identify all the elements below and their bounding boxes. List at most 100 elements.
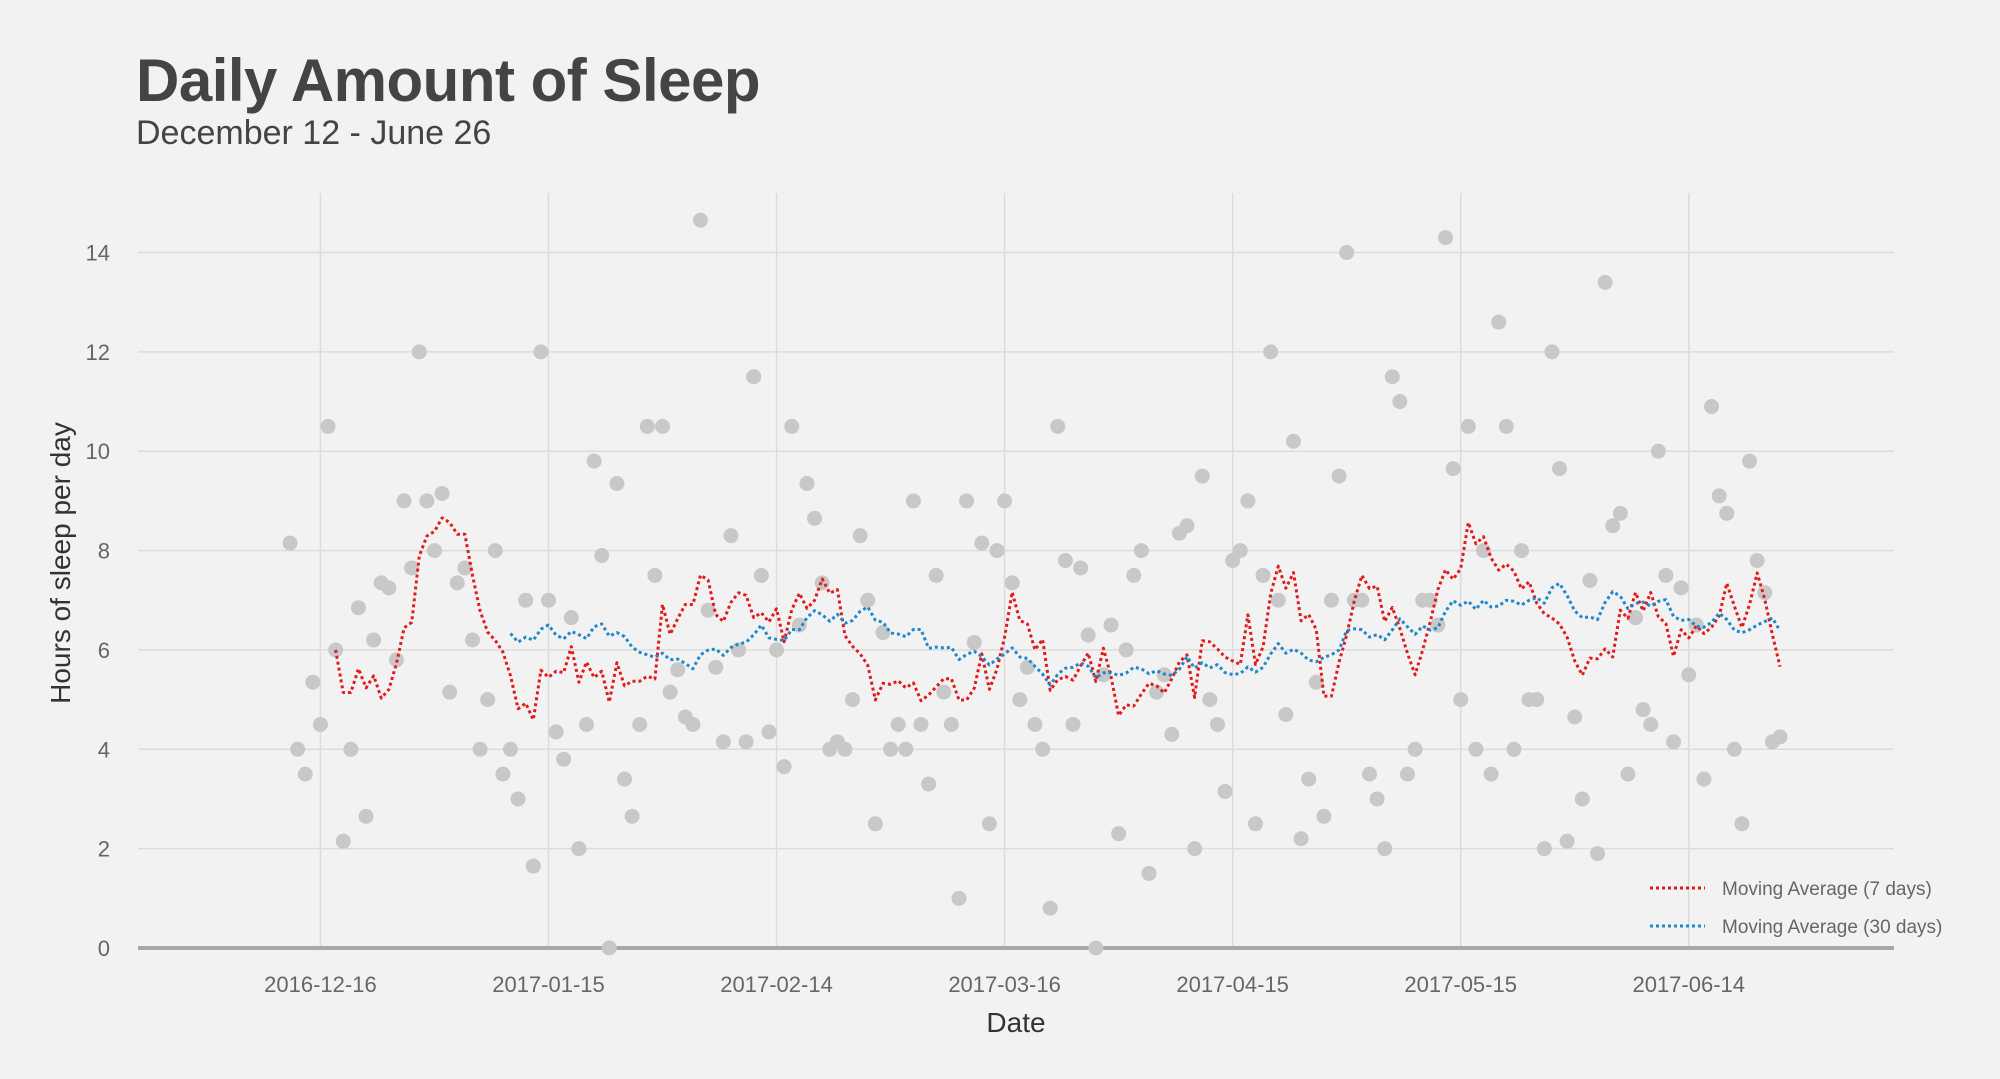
- data-point: [1232, 543, 1248, 559]
- data-point: [647, 567, 663, 583]
- legend-label-7-day: Moving Average (7 days): [1722, 879, 1932, 900]
- y-tick-labels: 0 2 4 6 8 10 12 14: [86, 241, 110, 961]
- data-point: [609, 476, 625, 492]
- data-point: [1719, 505, 1735, 521]
- data-point: [1323, 592, 1339, 608]
- data-point: [290, 741, 306, 757]
- data-point: [875, 625, 891, 641]
- data-point: [1240, 493, 1256, 509]
- data-point: [1270, 592, 1286, 608]
- x-tick-label: 2016-12-16: [264, 972, 377, 997]
- data-point: [563, 610, 579, 626]
- data-point: [1247, 816, 1263, 832]
- data-point: [1681, 667, 1697, 683]
- data-point: [586, 453, 602, 469]
- data-point: [997, 493, 1013, 509]
- data-point: [662, 684, 678, 700]
- y-tick-label: 10: [86, 439, 110, 464]
- data-point: [928, 567, 944, 583]
- data-point: [1772, 729, 1788, 745]
- data-point: [1377, 841, 1393, 857]
- data-point: [579, 716, 595, 732]
- data-point: [1194, 468, 1210, 484]
- data-point: [837, 741, 853, 757]
- data-point: [533, 344, 549, 360]
- data-point: [723, 528, 739, 544]
- data-point: [480, 692, 496, 708]
- data-point: [883, 741, 899, 757]
- data-point: [411, 344, 427, 360]
- data-point: [1019, 659, 1035, 675]
- data-point: [556, 751, 572, 767]
- data-point: [731, 642, 747, 658]
- data-point: [1004, 575, 1020, 591]
- data-point: [1361, 766, 1377, 782]
- data-point: [1468, 741, 1484, 757]
- data-point: [791, 617, 807, 633]
- data-point: [1050, 418, 1066, 434]
- data-points: [282, 212, 1788, 956]
- data-point: [594, 548, 610, 564]
- data-point: [951, 890, 967, 906]
- data-point: [753, 567, 769, 583]
- data-point: [1035, 741, 1051, 757]
- data-point: [617, 771, 633, 787]
- data-point: [1202, 692, 1218, 708]
- data-point: [297, 766, 313, 782]
- data-point: [784, 418, 800, 434]
- data-point: [1757, 585, 1773, 601]
- data-point: [1590, 846, 1606, 862]
- data-point: [898, 741, 914, 757]
- data-point: [1643, 716, 1659, 732]
- data-point: [738, 734, 754, 750]
- data-point: [1057, 553, 1073, 569]
- data-point: [890, 716, 906, 732]
- data-point: [1582, 572, 1598, 588]
- data-point: [693, 212, 709, 228]
- x-tick-label: 2017-05-15: [1404, 972, 1517, 997]
- data-point: [1605, 518, 1621, 534]
- data-point: [624, 808, 640, 824]
- data-point: [472, 741, 488, 757]
- data-point: [1650, 443, 1666, 459]
- data-point: [487, 543, 503, 559]
- data-point: [1749, 553, 1765, 569]
- legend-label-30-day: Moving Average (30 days): [1722, 917, 1942, 938]
- x-tick-label: 2017-06-14: [1632, 972, 1745, 997]
- data-point: [1734, 816, 1750, 832]
- x-axis-label: Date: [986, 1007, 1045, 1038]
- data-point: [1544, 344, 1560, 360]
- data-point: [1149, 684, 1165, 700]
- data-point: [1422, 592, 1438, 608]
- data-point: [639, 418, 655, 434]
- data-point: [305, 674, 321, 690]
- data-point: [799, 476, 815, 492]
- data-point: [404, 560, 420, 576]
- data-point: [1658, 567, 1674, 583]
- data-point: [1514, 543, 1530, 559]
- data-point: [1179, 518, 1195, 534]
- data-point: [761, 724, 777, 740]
- data-point: [867, 816, 883, 832]
- data-point: [989, 543, 1005, 559]
- data-point: [943, 716, 959, 732]
- data-point: [1301, 771, 1317, 787]
- data-point: [343, 741, 359, 757]
- moving-average-30-day-line: [509, 581, 1782, 687]
- data-point: [464, 632, 480, 648]
- data-point: [776, 759, 792, 775]
- y-axis-label: Hours of sleep per day: [45, 422, 76, 704]
- data-point: [396, 493, 412, 509]
- data-point: [1278, 707, 1294, 723]
- y-tick-label: 0: [98, 936, 110, 961]
- data-point: [769, 642, 785, 658]
- data-point: [1635, 702, 1651, 718]
- data-point: [700, 602, 716, 618]
- data-point: [449, 575, 465, 591]
- data-point: [685, 716, 701, 732]
- y-tick-label: 12: [86, 340, 110, 365]
- x-tick-label: 2017-01-15: [492, 972, 605, 997]
- data-point: [1399, 766, 1415, 782]
- data-point: [905, 493, 921, 509]
- data-point: [320, 418, 336, 434]
